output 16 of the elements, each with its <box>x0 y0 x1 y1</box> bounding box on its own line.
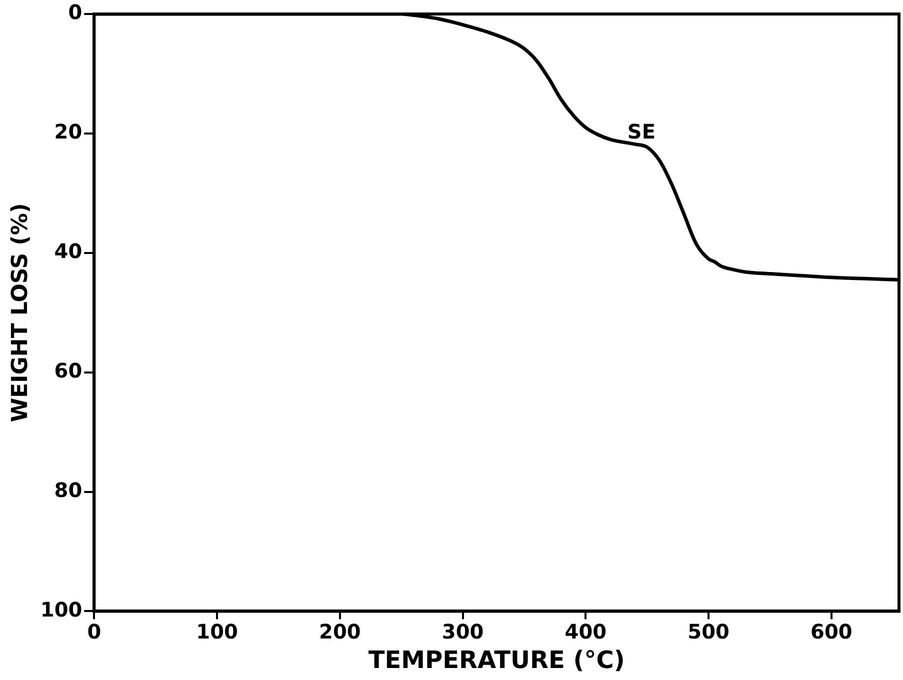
x-tick-label: 200 <box>319 619 361 644</box>
y-tick-label: 60 <box>54 358 82 383</box>
y-tick-label: 20 <box>54 120 82 144</box>
y-axis-title: WEIGHT LOSS (%) <box>8 203 33 422</box>
x-tick-label: 400 <box>564 619 607 644</box>
annotation: SE <box>627 120 656 144</box>
x-tick-label: 300 <box>442 619 484 644</box>
y-tick-label: 0 <box>68 0 82 24</box>
x-axis-title: TEMPERATURE (°C) <box>368 646 625 674</box>
x-tick-label: 100 <box>196 619 238 644</box>
y-tick-label: 40 <box>54 239 82 264</box>
x-tick-label: 0 <box>87 619 102 644</box>
y-tick-label: 100 <box>40 597 82 622</box>
x-tick-label: 600 <box>810 619 852 644</box>
x-tick-label: 500 <box>688 619 730 644</box>
y-tick-label: 80 <box>54 478 82 502</box>
